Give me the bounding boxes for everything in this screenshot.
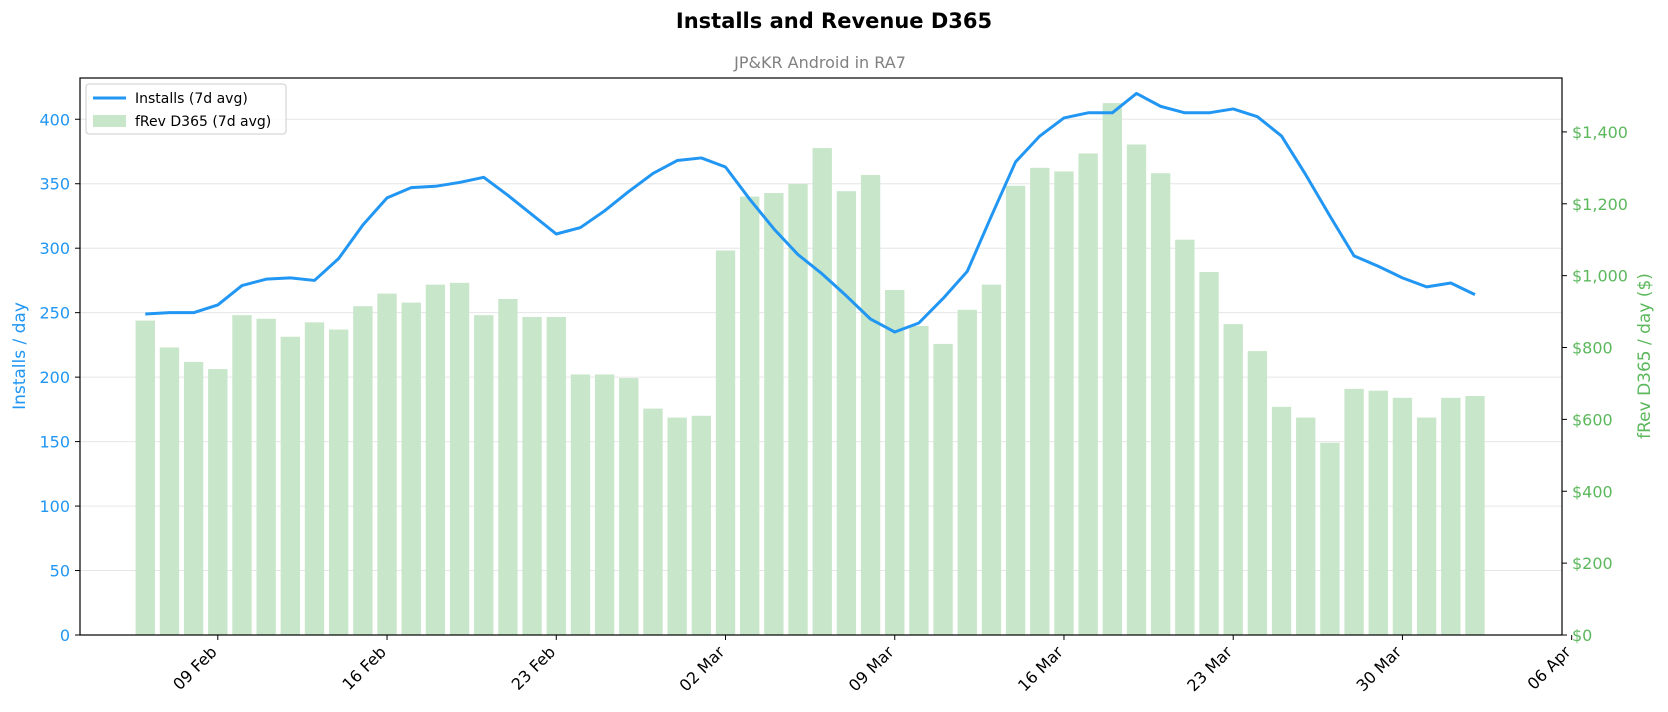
left-tick-label: 50 <box>50 562 70 581</box>
left-tick-label: 150 <box>39 433 70 452</box>
left-tick-label: 300 <box>39 239 70 258</box>
revenue-bar <box>1441 397 1461 635</box>
revenue-bar <box>691 415 711 635</box>
revenue-bar <box>1151 173 1171 635</box>
revenue-bar <box>1247 351 1268 635</box>
revenue-bar <box>885 290 905 635</box>
revenue-bar <box>425 284 446 635</box>
revenue-bar <box>812 148 832 635</box>
revenue-bar <box>159 347 180 635</box>
revenue-bar <box>401 302 421 635</box>
revenue-bar <box>1344 388 1364 635</box>
revenue-bar <box>208 369 228 635</box>
revenue-bar <box>1416 417 1437 635</box>
right-tick-label: $1,400 <box>1572 123 1628 142</box>
x-tick-label: 23 Feb <box>508 642 559 693</box>
revenue-bar <box>256 318 276 635</box>
legend-installs-label: Installs (7d avg) <box>135 91 248 107</box>
x-tick-label: 02 Mar <box>676 642 729 695</box>
legend-revenue-swatch <box>93 115 126 127</box>
revenue-bar <box>1078 153 1098 635</box>
left-tick-label: 400 <box>39 110 70 129</box>
revenue-bar <box>715 250 736 635</box>
x-tick-label: 09 Feb <box>169 642 220 693</box>
revenue-bar <box>1271 406 1292 635</box>
revenue-bar <box>377 293 397 635</box>
revenue-bar <box>183 361 204 635</box>
revenue-bar <box>449 282 470 635</box>
left-tick-label: 350 <box>39 175 70 194</box>
x-tick-label: 23 Mar <box>1183 642 1236 695</box>
revenue-bar <box>498 299 518 635</box>
x-tick-label: 09 Mar <box>845 642 898 695</box>
revenue-bar <box>1030 167 1050 635</box>
revenue-bar <box>836 191 857 635</box>
left-axis: 0 50 100 150 200 250 300 350 400 <box>39 110 80 645</box>
x-tick-label: 06 Apr <box>1523 642 1574 693</box>
x-tick-label: 16 Mar <box>1014 642 1067 695</box>
revenue-bar <box>594 374 615 635</box>
chart-title: Installs and Revenue D365 <box>676 9 992 33</box>
revenue-bar <box>1102 103 1122 635</box>
right-tick-label: $800 <box>1572 339 1613 358</box>
revenue-bar <box>522 316 542 635</box>
revenue-bar <box>135 320 155 635</box>
revenue-bar <box>909 325 929 635</box>
x-tick-label: 30 Mar <box>1352 642 1405 695</box>
right-axis: $0 $200 $400 $600 $800 $1,000 $1,200 $1,400 <box>1562 123 1628 645</box>
right-tick-label: $200 <box>1572 554 1613 573</box>
left-tick-label: 250 <box>39 304 70 323</box>
revenue-bar <box>1368 390 1388 635</box>
chart-legend: Installs (7d avg) fRev D365 (7d avg) <box>85 83 287 135</box>
revenue-bar <box>1126 144 1147 635</box>
revenue-bar <box>353 306 373 635</box>
revenue-bar <box>232 315 252 635</box>
revenue-bar <box>1392 397 1413 635</box>
y-axis-label-left: Installs / day <box>10 302 30 410</box>
revenue-bar <box>957 309 977 635</box>
revenue-bar <box>981 284 1002 635</box>
right-tick-label: $1,000 <box>1572 267 1628 286</box>
left-tick-label: 0 <box>60 626 70 645</box>
plot-frame <box>79 77 1563 636</box>
right-tick-label: $600 <box>1572 410 1613 429</box>
legend-box <box>85 83 287 135</box>
revenue-bar <box>933 343 953 635</box>
revenue-bar <box>1223 324 1243 635</box>
revenue-bar <box>1175 239 1195 636</box>
revenue-bar <box>1465 396 1485 635</box>
revenue-bar <box>860 175 881 635</box>
revenue-bars <box>135 103 1485 636</box>
installs-line-layer <box>145 91 1476 334</box>
revenue-bar <box>619 378 639 635</box>
revenue-bar <box>667 417 687 635</box>
revenue-bar <box>740 196 760 635</box>
revenue-bar <box>546 316 566 635</box>
x-tick-label: 16 Feb <box>338 642 389 693</box>
revenue-bar <box>474 315 494 635</box>
right-tick-label: $1,200 <box>1572 195 1628 214</box>
revenue-bar <box>1199 272 1219 635</box>
y-axis-label-right: fRev D365 / day ($) <box>1635 273 1655 439</box>
right-tick-label: $400 <box>1572 482 1613 501</box>
revenue-bar <box>280 336 301 635</box>
revenue-bar <box>1054 171 1074 635</box>
revenue-bar <box>1320 442 1340 635</box>
revenue-bar <box>304 322 325 635</box>
legend-revenue-label: fRev D365 (7d avg) <box>135 114 271 130</box>
revenue-bar <box>788 184 808 635</box>
revenue-bar <box>570 374 591 635</box>
revenue-bar <box>1005 185 1026 635</box>
installs-line <box>145 91 1476 334</box>
revenue-bar <box>1296 417 1316 635</box>
left-tick-label: 200 <box>39 368 70 387</box>
right-tick-label: $0 <box>1572 626 1592 645</box>
revenue-bar <box>329 329 349 635</box>
left-tick-label: 100 <box>39 497 70 516</box>
chart-subtitle: JP&KR Android in RA7 <box>733 53 906 72</box>
revenue-bar <box>643 408 663 635</box>
revenue-bar <box>764 192 784 636</box>
x-axis: 09 Feb 16 Feb 23 Feb 02 Mar 09 Mar 16 Mar 23 M… <box>169 635 1575 695</box>
